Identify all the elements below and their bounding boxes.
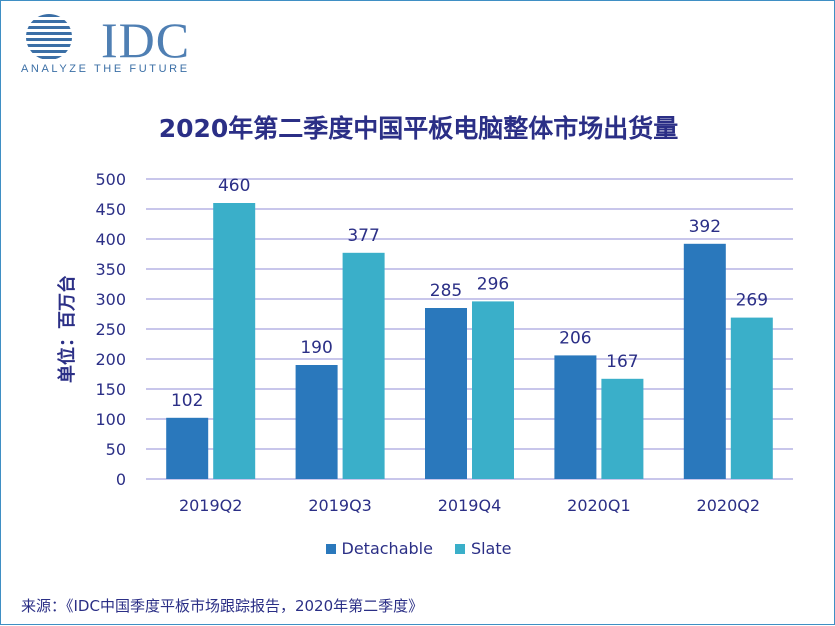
y-axis-title: 单位：百万台: [56, 275, 78, 383]
data-label: 392: [689, 217, 721, 237]
logo-tagline: ANALYZE THE FUTURE: [21, 63, 190, 75]
data-label: 167: [606, 352, 638, 372]
y-tick-label: 500: [95, 170, 126, 189]
chart-title: 2020年第二季度中国平板电脑整体市场出货量: [158, 114, 679, 143]
idc-logo: IDC ANALYZE THE FUTURE: [19, 11, 209, 83]
legend-swatch: [454, 543, 465, 554]
bar-slate: [730, 317, 773, 479]
data-label: 102: [171, 391, 203, 411]
y-tick-label: 300: [95, 290, 126, 309]
data-label: 377: [347, 226, 379, 246]
y-tick-label: 250: [95, 320, 126, 339]
data-label: 285: [430, 281, 462, 301]
y-tick-label: 200: [95, 350, 126, 369]
data-label: 460: [218, 176, 250, 196]
legend-item-slate: Slate: [454, 539, 512, 558]
legend-label: Detachable: [341, 539, 433, 558]
source-note: 来源：《IDC中国季度平板市场跟踪报告，2020年第二季度》: [21, 597, 424, 615]
bar-detachable: [166, 417, 209, 479]
x-tick-label: 2019Q2: [179, 496, 243, 515]
y-tick-label: 100: [95, 410, 126, 429]
y-tick-label: 0: [116, 470, 126, 489]
data-label: 269: [736, 291, 768, 311]
bar-slate: [472, 301, 514, 479]
data-label: 206: [559, 328, 591, 348]
y-tick-label: 450: [95, 200, 126, 219]
y-tick-label: 350: [95, 260, 126, 279]
y-tick-label: 150: [95, 380, 126, 399]
legend-label: Slate: [470, 539, 512, 558]
bar-slate: [601, 378, 644, 479]
bar-slate: [342, 252, 385, 479]
data-label: 190: [300, 338, 332, 358]
x-tick-label: 2020Q2: [697, 496, 761, 515]
legend-item-detachable: Detachable: [325, 539, 433, 558]
bar-detachable: [683, 243, 726, 479]
logo-wordmark: IDC: [101, 12, 191, 68]
x-tick-label: 2019Q3: [308, 496, 372, 515]
x-tick-label: 2019Q4: [438, 496, 502, 515]
bar-detachable: [554, 355, 597, 479]
legend-swatch: [325, 543, 336, 554]
data-label: 296: [477, 274, 509, 294]
y-tick-label: 50: [106, 440, 126, 459]
globe-icon: [26, 14, 72, 59]
bar-detachable: [425, 308, 467, 479]
x-tick-label: 2020Q1: [567, 496, 631, 515]
chart-legend: Detachable Slate: [1, 539, 835, 558]
bar-detachable: [295, 365, 338, 479]
y-tick-label: 400: [95, 230, 126, 249]
bar-slate: [213, 203, 256, 479]
